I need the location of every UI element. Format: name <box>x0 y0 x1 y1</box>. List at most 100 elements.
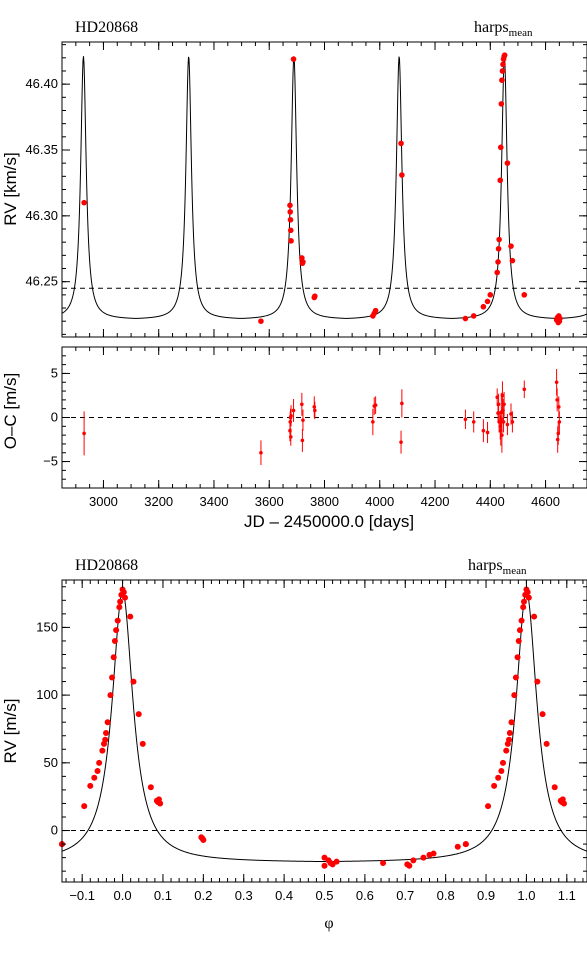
residual-point <box>373 403 378 407</box>
residual-xtick-label: 3200 <box>144 494 173 509</box>
rv-phase-point <box>118 591 125 598</box>
rv-phase-point <box>91 774 98 781</box>
rv-time-point <box>462 315 469 322</box>
residual-point <box>301 418 305 422</box>
rv-time-point <box>300 259 306 265</box>
rv-phase-point <box>81 803 88 810</box>
residual-point <box>400 401 404 406</box>
rv-time-point <box>258 318 264 324</box>
rv-phase-point <box>380 860 387 867</box>
residual-point <box>500 433 504 437</box>
rv-phase-point <box>117 598 124 605</box>
rv-phase-ytick-label: 0 <box>51 823 58 838</box>
rv-phase-point <box>508 719 515 726</box>
rv-time-point <box>497 177 504 184</box>
rv-phase-xtick-label: 1.1 <box>558 888 576 903</box>
rv-phase-point <box>110 654 117 661</box>
rv-phase-ytick-label: 100 <box>36 687 58 702</box>
rv-phase-point <box>515 637 522 644</box>
phase-xlabel: φ <box>324 915 333 932</box>
residual-point <box>505 422 510 427</box>
rv-time-points <box>81 52 563 326</box>
rv-phase-xtick-label: 0.6 <box>356 888 374 903</box>
rv-phase-point <box>200 837 207 844</box>
rv-phase-point <box>113 627 120 634</box>
residual-xtick-label: 4600 <box>531 494 560 509</box>
top-ylabel: RV [km/s] <box>1 152 20 225</box>
rv-phase-xtick-label: −0.1 <box>69 888 95 903</box>
rv-phase-point <box>406 862 413 869</box>
residual-point <box>82 431 86 436</box>
residual-xtick-label: 4200 <box>421 494 450 509</box>
residual-point <box>557 420 562 424</box>
residual-point <box>313 408 317 413</box>
rv-time-point <box>372 307 379 314</box>
residual-panel: −5 0 5 3000 3200 3400 3600 3800 4000 4200 4400 4600… <box>1 346 587 531</box>
rv-phase-point <box>333 858 340 865</box>
rv-phase-xtick-label: 0.7 <box>396 888 414 903</box>
rv-time-point <box>504 160 511 166</box>
rv-phase-xtick-label: 1.0 <box>517 888 535 903</box>
rv-phase-point <box>130 678 137 685</box>
rv-time-point <box>557 315 563 322</box>
rv-phase-xtick-label: 0.3 <box>235 888 253 903</box>
residual-point <box>554 380 559 385</box>
rv-phase-point <box>94 767 101 774</box>
rv-time-point <box>498 101 505 107</box>
rv-time-point <box>287 209 294 215</box>
residual-point <box>288 435 293 439</box>
rv-phase-xtick-label: 0.4 <box>275 888 293 903</box>
rv-phase-point <box>454 843 461 850</box>
rv-phase-ticks: 0 50 100 150 −0.1 0.0 0.1 0.2 0.3 0.4 0.5 0.6 0.7 0.8… <box>36 580 587 903</box>
residual-point <box>557 405 561 409</box>
residual-point <box>481 428 486 433</box>
residual-point <box>485 430 490 435</box>
rv-time-ticks: 46.25 46.30 46.35 46.40 <box>25 42 587 337</box>
rv-time-point <box>287 202 293 209</box>
rv-phase-point <box>520 604 527 611</box>
rv-phase-xtick-label: 0.5 <box>315 888 333 903</box>
phase-star-label: HD20868 <box>75 557 138 574</box>
residual-xtick-label: 3400 <box>200 494 229 509</box>
residual-point <box>399 440 403 444</box>
rv-time-point <box>81 199 87 206</box>
rv-time-ytick-label: 46.40 <box>25 76 58 91</box>
rv-phase-point <box>111 637 118 644</box>
rv-phase-point <box>87 782 94 789</box>
rv-phase-point <box>511 692 518 699</box>
rv-time-point <box>399 172 405 178</box>
rv-phase-points <box>59 586 567 869</box>
rv-time-panel: 46.25 46.30 46.35 46.40 HD20868 harpsmean R… <box>1 19 587 338</box>
rv-time-point <box>494 269 500 276</box>
rv-time-point <box>480 303 487 310</box>
rv-phase-point <box>521 598 527 605</box>
rv-phase-point <box>147 784 154 791</box>
residual-xlabel: JD – 2450000.0 [days] <box>244 512 414 531</box>
rv-time-point <box>398 140 404 147</box>
residual-ylabel: O–C [m/s] <box>1 373 20 450</box>
rv-phase-point <box>485 803 492 810</box>
phase-instrument-sub: mean <box>503 565 527 577</box>
rv-phase-point <box>116 604 123 611</box>
residual-point <box>555 437 560 442</box>
rv-time-point <box>508 243 514 249</box>
rv-time-point <box>497 144 504 151</box>
rv-phase-point <box>96 759 103 766</box>
rv-phase-point <box>104 719 111 726</box>
rv-time-model-curve <box>61 56 587 319</box>
rv-time-ytick-label: 46.30 <box>25 208 58 223</box>
rv-phase-point <box>506 730 513 737</box>
rv-time-point <box>495 245 502 252</box>
rv-time-point <box>312 293 318 299</box>
rv-phase-point <box>420 854 427 861</box>
rv-phase-point <box>430 850 437 857</box>
residual-point <box>501 420 506 424</box>
rv-phase-ytick-label: 150 <box>36 619 58 634</box>
residual-ytick-label: −5 <box>43 454 58 469</box>
rv-phase-xtick-label: 0.1 <box>154 888 172 903</box>
rv-time-ytick-label: 46.25 <box>25 274 58 289</box>
rv-time-point <box>495 259 501 265</box>
residual-ytick-label: 5 <box>51 365 58 380</box>
residual-points <box>82 369 562 466</box>
rv-phase-point <box>551 784 558 791</box>
